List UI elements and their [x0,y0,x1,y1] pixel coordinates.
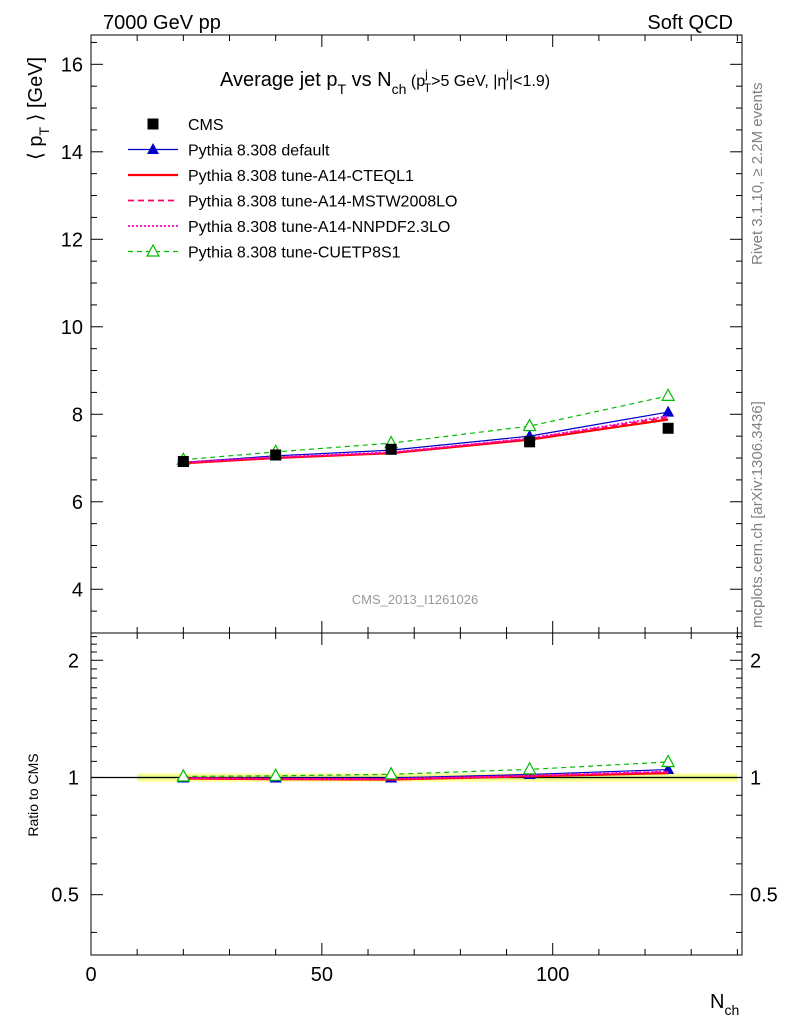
y-tick-label: 6 [72,492,83,514]
header-left: 7000 GeV pp [103,12,221,34]
ratio-tick-label-right: 2 [750,650,761,672]
series-marker [662,405,675,417]
side-label-rivet: Rivet 3.1.10, ≥ 2.2M events [749,83,766,266]
side-label-mcplots: mcplots.cern.ch [arXiv:1306.3436] [749,401,766,628]
y-tick-label: 16 [61,54,83,76]
legend: CMS Pythia 8.308 default Pythia 8.308 tune… [128,117,457,262]
ratio-marker [384,766,399,780]
legend-label: CMS [188,117,224,134]
series-marker [522,418,537,432]
legend-label: Pythia 8.308 tune-CUETP8S1 [188,245,401,262]
y-tick-label: 4 [72,579,83,601]
lower-frame [90,632,743,956]
cms-data-point [662,422,674,434]
ratio-tick-label-right: 1 [750,767,761,789]
upper-panel: 4 6 8 10 12 14 16 [61,34,743,634]
ratio-axis-label: Ratio to CMS [25,753,41,836]
cms-data-point [385,443,397,455]
ratio-tick-label: 1 [68,767,79,789]
ratio-tick-label: 0.5 [51,885,79,907]
legend-label: Pythia 8.308 tune-A14-CTEQL1 [188,168,414,185]
ratio-marker [268,768,283,781]
legend-marker [147,143,159,154]
x-tick-label: 50 [311,964,333,986]
series-marker [661,388,676,401]
x-axis-label: Nch [710,991,739,1018]
chart-title: Average jet pT vs Nch (pj T>5 GeV, |ηj|<1… [220,67,550,97]
ratio-marker [522,761,537,775]
legend-label: Pythia 8.308 default [188,143,330,160]
ratio-marker [661,754,676,768]
ratio-line-3 [183,770,669,780]
y-tick-label: 12 [61,229,83,251]
legend-label: Pythia 8.308 tune-A14-MSTW2008LO [188,194,457,211]
y-tick-label: 8 [72,404,83,426]
x-tick-label: 0 [85,964,96,986]
cms-data-point [177,456,189,468]
ratio-panel: 0 50 100 0.5 0.5 1 1 2 2 [51,632,778,986]
cms-data-point [270,449,282,461]
cms-data-point [524,436,536,448]
header-right: Soft QCD [647,12,733,34]
y-axis-label: ⟨ pT ⟩ [GeV] [25,57,52,160]
y-tick-label: 10 [61,317,83,339]
analysis-tag: CMS_2013_I1261026 [352,592,479,607]
legend-marker-cms [147,118,159,130]
ratio-marker [176,768,191,782]
x-tick-label: 100 [536,964,569,986]
legend-label: Pythia 8.308 tune-A14-NNPDF2.3LO [188,219,450,236]
series-line-0 [183,411,669,463]
y-tick-label: 14 [61,142,83,164]
ratio-tick-label: 2 [68,650,79,672]
ratio-tick-label-right: 0.5 [750,885,778,907]
legend-marker [145,243,161,257]
